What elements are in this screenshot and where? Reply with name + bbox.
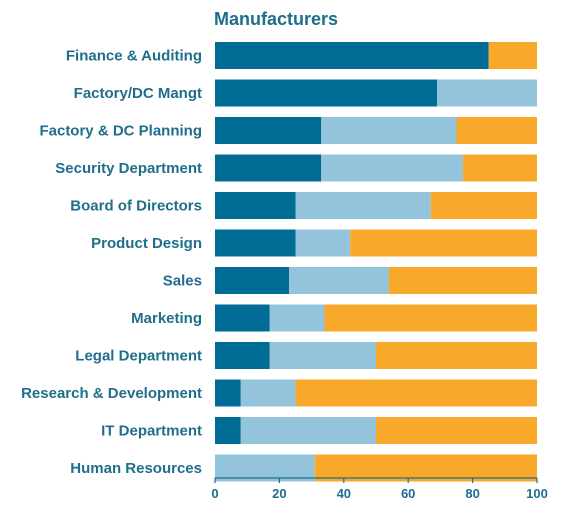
bar-segment-series-1 [215, 417, 241, 444]
bar-segment-series-2 [269, 304, 325, 332]
x-tick-label: 80 [465, 486, 479, 501]
category-label: Board of Directors [70, 198, 202, 215]
bar-segment-series-1 [215, 267, 290, 294]
bar-segment-series-2 [215, 454, 315, 482]
category-label: Marketing [131, 310, 202, 327]
bar-segment-series-3 [488, 42, 537, 69]
chart-title: Manufacturers [214, 9, 339, 29]
category-label: Factory/DC Mangt [74, 85, 202, 102]
bar-segment-series-2 [240, 417, 376, 444]
category-label: Human Resources [70, 460, 202, 477]
bar-segment-series-3 [430, 192, 537, 219]
bar-segment-series-1 [215, 342, 270, 369]
bar-segment-series-1 [215, 192, 296, 219]
bar-segment-series-2 [321, 117, 457, 144]
bar-segment-series-1 [215, 379, 241, 407]
bar-segment-series-2 [321, 154, 463, 182]
bar-segment-series-2 [240, 379, 296, 407]
bar-segment-series-3 [376, 342, 537, 369]
bar-segment-series-3 [295, 379, 537, 407]
category-label: Sales [163, 273, 202, 290]
bar-segment-series-2 [437, 79, 537, 107]
bar-segment-series-1 [215, 79, 438, 107]
bar-segment-series-1 [215, 117, 322, 144]
x-tick-label: 100 [526, 486, 548, 501]
x-tick-label: 20 [272, 486, 286, 501]
bar-segment-series-2 [269, 342, 376, 369]
bar-segment-series-3 [314, 454, 537, 482]
category-label: Security Department [55, 160, 202, 177]
category-label: IT Department [101, 423, 202, 440]
bar-segment-series-2 [289, 267, 389, 294]
bar-segment-series-3 [350, 229, 537, 257]
x-tick-label: 0 [211, 486, 218, 501]
x-tick-label: 40 [337, 486, 351, 501]
bar-segment-series-3 [388, 267, 537, 294]
bar-segment-series-1 [215, 42, 489, 69]
bar-segment-series-1 [215, 304, 270, 332]
bar-segment-series-3 [456, 117, 537, 144]
bar-segment-series-3 [462, 154, 537, 182]
bar-segment-series-2 [295, 192, 431, 219]
category-label: Research & Development [21, 385, 202, 402]
bar-segment-series-1 [215, 154, 322, 182]
category-label: Factory & DC Planning [39, 123, 202, 140]
bar-segment-series-3 [376, 417, 537, 444]
bar-segment-series-2 [295, 229, 351, 257]
x-tick-label: 60 [401, 486, 415, 501]
category-label: Product Design [91, 235, 202, 252]
bar-segment-series-1 [215, 229, 296, 257]
category-label: Legal Department [75, 348, 202, 365]
bar-segment-series-3 [324, 304, 537, 332]
category-label: Finance & Auditing [66, 48, 202, 65]
